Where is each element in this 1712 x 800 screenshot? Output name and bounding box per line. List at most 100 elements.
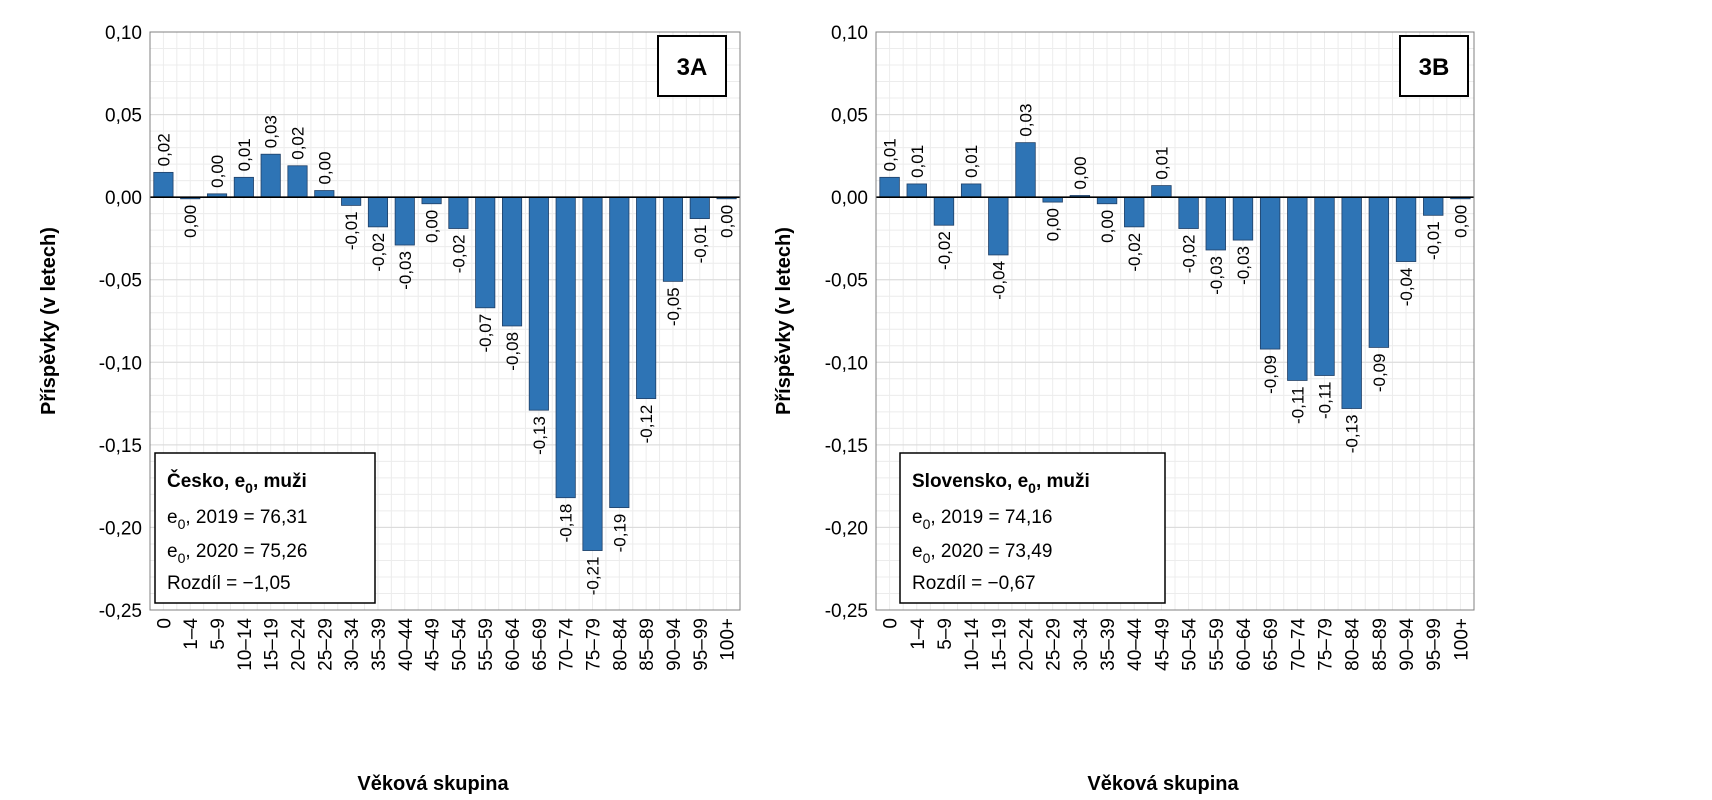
x-tick-label: 45–49 (423, 618, 444, 671)
data-label: -0,02 (369, 233, 388, 272)
plot-border (875, 31, 1475, 611)
data-label: -0,21 (584, 557, 603, 596)
x-tick-label: 90–94 (664, 618, 685, 671)
data-label: 0,00 (1044, 208, 1063, 241)
x-tick-label: 65–69 (530, 618, 551, 671)
bar (153, 171, 174, 198)
panel-tag-label: 3A (677, 54, 708, 81)
bar (1124, 196, 1145, 228)
data-label: 0,01 (1152, 146, 1171, 179)
data-label: -0,09 (1370, 353, 1389, 392)
x-tick-label: 100+ (718, 618, 739, 661)
bar (1232, 196, 1254, 241)
bar (314, 190, 335, 198)
x-axis-title: Věková skupina (357, 773, 509, 795)
y-tick-label: -0,10 (99, 353, 142, 374)
data-label: -0,04 (989, 261, 1008, 300)
x-tick-label: 40–44 (396, 618, 417, 671)
x-tick-label: 75–79 (584, 618, 605, 671)
y-tick-label: -0,25 (825, 601, 868, 622)
data-label: 0,01 (881, 138, 900, 171)
bar (933, 196, 955, 226)
data-label: -0,02 (449, 235, 468, 274)
x-tick-label: 5–9 (935, 618, 956, 650)
data-label: -0,13 (530, 416, 549, 455)
x-tick-label: 35–39 (369, 618, 390, 671)
x-tick-label: 90–94 (1397, 618, 1418, 671)
chart-panel-3b: 0,10 0,05 0,00 -0,05 -0,10 -0,15 -0,20 -0,25 0,0… (773, 23, 1475, 795)
x-tick-label: 80–84 (610, 618, 631, 671)
y-tick-label: -0,15 (825, 436, 868, 457)
x-tick-label: 0 (881, 618, 902, 629)
x-tick-label: 20–24 (289, 618, 310, 671)
data-label: -0,13 (1343, 415, 1362, 454)
data-label: -0,02 (935, 231, 954, 270)
bar (1205, 196, 1226, 251)
x-tick-label: 75–79 (1316, 618, 1337, 671)
plot-border (149, 31, 741, 611)
x-tick-label: 25–29 (1044, 618, 1065, 671)
data-label: -0,01 (691, 225, 710, 264)
bar (1151, 185, 1172, 198)
x-tick-label: 1–4 (181, 618, 202, 650)
bar (341, 196, 362, 206)
chart-panel-3a: 0,10 0,05 0,00 -0,05 -0,10 -0,15 -0,20 -0,25 0,0… (38, 23, 741, 795)
x-tick-label: 70–74 (557, 618, 578, 671)
data-label: 0,01 (235, 138, 254, 171)
x-tick-label: 5–9 (208, 618, 229, 650)
data-label: -0,19 (610, 514, 629, 553)
bar (1287, 196, 1308, 381)
bar (1341, 196, 1362, 409)
data-label: 0,00 (181, 205, 200, 238)
bar (582, 196, 603, 551)
panel-tag-box (657, 35, 727, 97)
bar (475, 196, 496, 309)
data-label: 0,00 (423, 210, 442, 243)
x-tick-label: 1–4 (908, 618, 929, 650)
data-label: -0,03 (1234, 246, 1253, 285)
data-label: 0,02 (154, 133, 173, 166)
data-label: -0,05 (664, 287, 683, 326)
y-tick-label: -0,25 (99, 601, 142, 622)
bar (1368, 196, 1390, 348)
bar (555, 196, 576, 499)
data-label: 0,01 (908, 145, 927, 178)
bar (1395, 196, 1417, 262)
info-title: Česko, e0, muži (167, 470, 307, 496)
info-e0-2020: e0, 2020 = 73,49 (912, 541, 1052, 566)
bar (1096, 196, 1118, 205)
data-label: -0,08 (503, 332, 522, 371)
bar (879, 176, 900, 198)
bar (609, 196, 630, 509)
x-tick-label: 85–89 (1370, 618, 1391, 671)
x-tick-label: 85–89 (637, 618, 658, 671)
y-axis-title: Příspěvky (v letech) (38, 227, 60, 415)
bar (448, 196, 469, 229)
x-tick-label: 95–99 (691, 618, 712, 671)
bar (367, 196, 389, 228)
bar (689, 196, 710, 220)
data-label: -0,04 (1397, 268, 1416, 307)
x-tick-label: 25–29 (315, 618, 336, 671)
info-e0-2019: e0, 2019 = 74,16 (912, 507, 1052, 532)
info-e0-2020: e0, 2020 = 75,26 (167, 541, 307, 566)
panel-tag-box (1399, 35, 1469, 97)
data-label: -0,01 (342, 211, 361, 250)
data-label: 0,02 (289, 127, 308, 160)
y-tick-label: 0,00 (831, 188, 868, 209)
data-label: -0,02 (1125, 233, 1144, 272)
bar (528, 196, 549, 411)
y-tick-label: 0,10 (831, 23, 868, 44)
x-tick-label: 60–64 (1234, 618, 1255, 671)
data-label: 0,00 (1071, 156, 1090, 189)
data-label: 0,00 (208, 155, 227, 188)
bar (287, 165, 308, 198)
x-axis-title: Věková skupina (1087, 773, 1239, 795)
x-tick-label: 60–64 (503, 618, 524, 671)
info-box (154, 452, 376, 604)
y-tick-label: -0,15 (99, 436, 142, 457)
y-tick-label: 0,05 (105, 106, 142, 127)
x-tick-label: 15–19 (989, 618, 1010, 671)
x-tick-label: 65–69 (1261, 618, 1282, 671)
